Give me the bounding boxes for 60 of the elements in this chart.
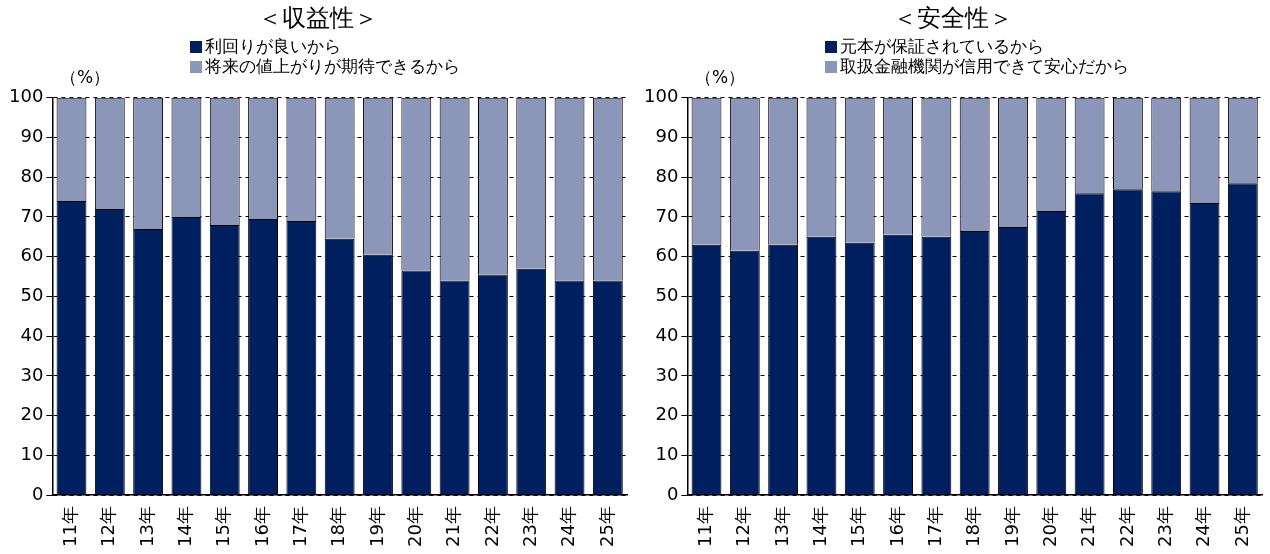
x-tick-label: 17年 bbox=[289, 506, 311, 547]
x-tick-label: 25年 bbox=[1230, 506, 1252, 547]
y-tick-label: 10 bbox=[20, 443, 44, 465]
y-tick-label: 80 bbox=[20, 164, 44, 186]
x-tick-label: 20年 bbox=[403, 506, 425, 547]
x-tick-label: 18年 bbox=[327, 506, 349, 547]
legend-label: 将来の値上がりが期待できるから bbox=[204, 56, 460, 76]
x-tick-label: 24年 bbox=[557, 506, 579, 547]
y-tick-label: 90 bbox=[655, 125, 679, 147]
legend-label: 取扱金融機関が信用できて安心だから bbox=[839, 56, 1129, 76]
x-tick-label: 20年 bbox=[1038, 506, 1060, 547]
x-tick-label: 25年 bbox=[595, 506, 617, 547]
x-tick-label: 14年 bbox=[809, 506, 831, 547]
x-tick-label: 21年 bbox=[442, 506, 464, 547]
y-tick-label: 60 bbox=[655, 244, 679, 266]
x-tick-label: 15年 bbox=[847, 506, 869, 547]
y-tick-label: 0 bbox=[666, 482, 679, 504]
x-tick-label: 13年 bbox=[770, 506, 792, 547]
x-tick-label: 16年 bbox=[885, 506, 907, 547]
legend-label: 元本が保証されているから bbox=[839, 36, 1044, 56]
chart-title: ＜安全性＞ bbox=[891, 3, 1014, 34]
y-tick-label: 80 bbox=[655, 164, 679, 186]
y-tick-label: 0 bbox=[31, 482, 44, 504]
x-tick-label: 11年 bbox=[694, 506, 716, 547]
y-tick-label: 60 bbox=[20, 244, 44, 266]
x-tick-label: 19年 bbox=[365, 506, 387, 547]
x-tick-label: 12年 bbox=[732, 506, 754, 547]
y-tick-label: 90 bbox=[20, 125, 44, 147]
legend-label: 利回りが良いから bbox=[204, 36, 342, 56]
y-tick-label: 10 bbox=[655, 443, 679, 465]
y-tick-label: 50 bbox=[20, 284, 44, 306]
x-tick-label: 13年 bbox=[135, 506, 157, 547]
x-tick-label: 17年 bbox=[924, 506, 946, 547]
x-tick-label: 23年 bbox=[518, 506, 540, 547]
y-tick-label: 70 bbox=[20, 204, 44, 226]
x-tick-label: 21年 bbox=[1077, 506, 1099, 547]
x-tick-label: 15年 bbox=[212, 506, 234, 547]
y-tick-label: 100 bbox=[644, 85, 679, 107]
y-tick-label: 100 bbox=[9, 85, 44, 107]
y-tick-label: 20 bbox=[20, 403, 44, 425]
x-tick-label: 12年 bbox=[97, 506, 119, 547]
x-tick-label: 23年 bbox=[1153, 506, 1175, 547]
y-tick-label: 40 bbox=[655, 323, 679, 345]
y-axis-title: （%） bbox=[695, 66, 746, 89]
x-tick-label: 24年 bbox=[1192, 506, 1214, 547]
chart-title: ＜収益性＞ bbox=[256, 3, 379, 34]
y-tick-label: 40 bbox=[20, 323, 44, 345]
x-tick-label: 11年 bbox=[59, 506, 81, 547]
y-tick-label: 70 bbox=[655, 204, 679, 226]
y-tick-label: 30 bbox=[20, 363, 44, 385]
y-axis-title: （%） bbox=[60, 66, 111, 89]
y-tick-label: 30 bbox=[655, 363, 679, 385]
x-tick-label: 18年 bbox=[962, 506, 984, 547]
y-tick-label: 50 bbox=[655, 284, 679, 306]
x-tick-label: 16年 bbox=[250, 506, 272, 547]
x-tick-label: 22年 bbox=[480, 506, 502, 547]
x-tick-label: 14年 bbox=[174, 506, 196, 547]
x-tick-label: 22年 bbox=[1115, 506, 1137, 547]
y-tick-label: 20 bbox=[655, 403, 679, 425]
x-tick-label: 19年 bbox=[1000, 506, 1022, 547]
